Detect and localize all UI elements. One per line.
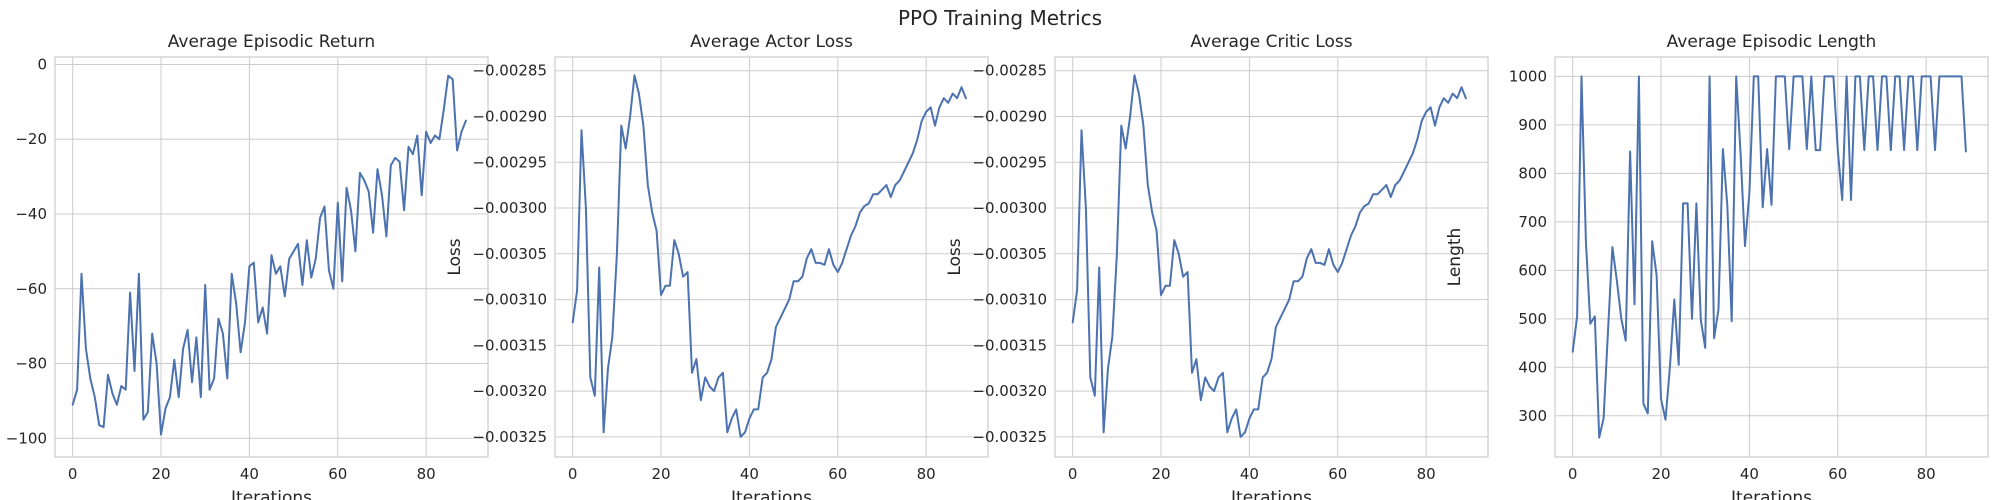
- x-tick-label: 0: [68, 465, 78, 483]
- plot-frame: [54, 56, 489, 458]
- x-tick-label: 40: [740, 465, 759, 483]
- y-tick-label: −60: [15, 280, 47, 298]
- x-tick-label: 20: [1151, 465, 1170, 483]
- y-tick-label: −0.00320: [472, 382, 547, 400]
- panel-average-episodic-return: Average Episodic Return Iterations 0 20 40…: [6, 32, 489, 500]
- x-tick-label: 80: [917, 465, 936, 483]
- panel-average-actor-loss: Average Actor Loss Iterations Loss 0 20 40…: [445, 32, 989, 500]
- x-tick-label: 40: [1740, 465, 1759, 483]
- panel-average-critic-loss: Average Critic Loss Iterations Loss 0 20 4…: [945, 32, 1489, 500]
- y-axis-label: Loss: [445, 238, 465, 275]
- y-tick-label: 0: [37, 55, 47, 73]
- panel-title: Average Actor Loss: [690, 32, 853, 52]
- y-tick-label: −0.00285: [472, 62, 547, 80]
- x-tick-label: 40: [240, 465, 259, 483]
- x-axis-label: Iterations: [731, 488, 812, 500]
- y-tick-label: −0.00295: [972, 153, 1047, 171]
- series-line: [1071, 74, 1467, 438]
- grid: [1555, 57, 1988, 457]
- y-tick-label: −0.00305: [972, 245, 1047, 263]
- panel-title: Average Episodic Return: [168, 32, 375, 52]
- y-tick-label: 1000: [1509, 67, 1547, 85]
- series-line: [1571, 75, 1967, 439]
- x-tick-label: 20: [651, 465, 670, 483]
- y-tick-label: −0.00310: [972, 291, 1047, 309]
- y-tick-label: −0.00325: [472, 428, 547, 446]
- x-tick-label: 80: [1417, 465, 1436, 483]
- x-tick-label: 60: [1328, 465, 1347, 483]
- y-tick-label: 900: [1518, 116, 1547, 134]
- y-tick-label: −20: [15, 130, 47, 148]
- y-tick-label: 700: [1518, 213, 1547, 231]
- x-tick-label: 40: [1240, 465, 1259, 483]
- x-tick-label: 60: [328, 465, 347, 483]
- y-tick-label: −0.00305: [472, 245, 547, 263]
- grid: [1055, 57, 1488, 457]
- y-tick-label: −0.00300: [472, 199, 547, 217]
- y-tick-label: −40: [15, 205, 47, 223]
- panel-title: Average Episodic Length: [1667, 32, 1877, 52]
- y-tick-label: −0.00320: [972, 382, 1047, 400]
- y-tick-label: 600: [1518, 261, 1547, 279]
- x-axis-label: Iterations: [1731, 488, 1812, 500]
- y-tick-label: 800: [1518, 164, 1547, 182]
- x-tick-label: 60: [1828, 465, 1847, 483]
- x-tick-label: 80: [1917, 465, 1936, 483]
- y-axis-label: Loss: [945, 238, 965, 275]
- y-tick-label: −0.00325: [972, 428, 1047, 446]
- x-tick-label: 80: [417, 465, 436, 483]
- series-line: [71, 74, 467, 436]
- y-tick-label: −0.00315: [472, 336, 547, 354]
- y-tick-label: −0.00315: [972, 336, 1047, 354]
- x-tick-label: 0: [568, 465, 578, 483]
- x-axis-label: Iterations: [1231, 488, 1312, 500]
- x-tick-label: 0: [1068, 465, 1078, 483]
- y-tick-label: −0.00290: [472, 107, 547, 125]
- y-tick-label: −0.00300: [972, 199, 1047, 217]
- grid: [55, 57, 488, 457]
- y-tick-label: −80: [15, 355, 47, 373]
- x-tick-label: 0: [1568, 465, 1578, 483]
- series-line: [571, 74, 967, 438]
- y-tick-label: −100: [6, 429, 47, 447]
- panel-title: Average Critic Loss: [1190, 32, 1352, 52]
- panel-average-episodic-length: Average Episodic Length Iterations Lengt…: [1445, 32, 1989, 500]
- x-tick-label: 60: [828, 465, 847, 483]
- y-tick-label: −0.00290: [972, 107, 1047, 125]
- x-tick-label: 20: [151, 465, 170, 483]
- y-tick-label: −0.00310: [472, 291, 547, 309]
- x-axis-label: Iterations: [231, 488, 312, 500]
- plot-frame: [1554, 56, 1989, 458]
- y-tick-label: 400: [1518, 358, 1547, 376]
- y-tick-label: −0.00285: [972, 62, 1047, 80]
- y-tick-label: −0.00295: [472, 153, 547, 171]
- grid: [555, 57, 988, 457]
- plot-frame: [554, 56, 989, 458]
- figure-title: PPO Training Metrics: [898, 6, 1102, 30]
- y-axis-label: Length: [1445, 228, 1465, 287]
- y-tick-label: 300: [1518, 407, 1547, 425]
- plot-frame: [1054, 56, 1489, 458]
- y-tick-label: 500: [1518, 310, 1547, 328]
- x-tick-label: 20: [1651, 465, 1670, 483]
